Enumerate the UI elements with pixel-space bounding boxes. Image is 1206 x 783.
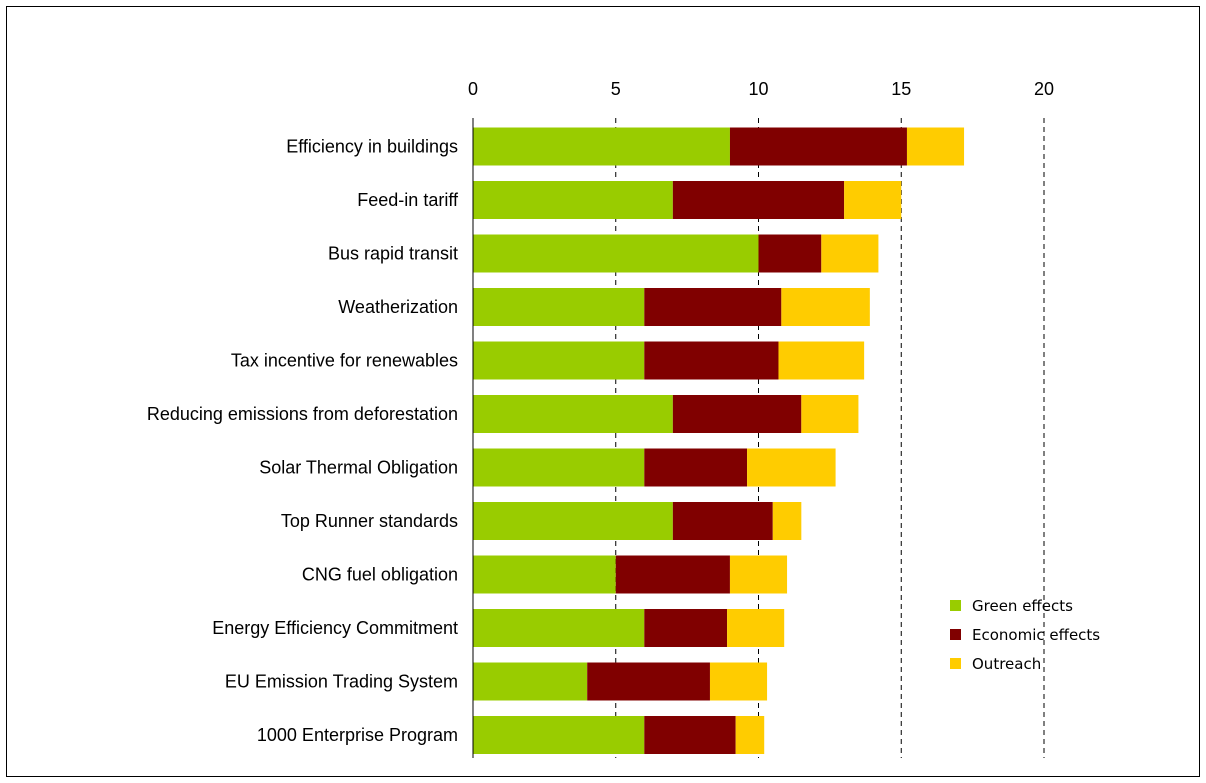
bar-economic-effects	[644, 288, 782, 326]
bar-economic-effects	[672, 181, 845, 219]
x-tick-label-10: 10	[748, 79, 768, 99]
bar-green-effects	[473, 181, 673, 219]
category-label: Reducing emissions from deforestation	[147, 404, 458, 424]
legend-swatch-economic-effects	[950, 629, 961, 640]
category-label: CNG fuel obligation	[302, 565, 458, 585]
bar-green-effects	[473, 127, 730, 166]
bar-outreach	[821, 234, 879, 273]
bar-green-effects	[473, 395, 673, 433]
gridlines	[615, 118, 1045, 758]
bar-outreach	[709, 662, 768, 701]
category-label: 1000 Enterprise Program	[257, 725, 458, 745]
bar-outreach	[772, 502, 802, 540]
category-label: Weatherization	[338, 297, 458, 317]
bar-green-effects	[473, 502, 673, 540]
axis: 0 5 10 15 20	[468, 79, 1054, 758]
bar-outreach	[778, 341, 865, 380]
category-label: Top Runner standards	[281, 511, 458, 531]
bar-green-effects	[473, 448, 645, 487]
category-label: Feed-in tariff	[357, 190, 459, 210]
bar-green-effects	[473, 716, 645, 754]
x-tick-label-15: 15	[891, 79, 911, 99]
legend-swatch-green-effects	[950, 600, 961, 611]
legend-label-economic-effects: Economic effects	[972, 626, 1100, 644]
bar-economic-effects	[644, 716, 736, 754]
bar-economic-effects	[644, 448, 748, 487]
bar-green-effects	[473, 234, 759, 273]
bar-outreach	[727, 609, 785, 647]
bar-green-effects	[473, 288, 645, 326]
bar-outreach	[735, 716, 765, 754]
bar-economic-effects	[672, 395, 802, 433]
x-tick-label-20: 20	[1034, 79, 1054, 99]
bars	[473, 127, 965, 754]
bar-economic-effects	[672, 502, 773, 540]
bar-outreach	[906, 127, 965, 166]
bar-green-effects	[473, 341, 645, 380]
legend-label-green-effects: Green effects	[972, 597, 1073, 615]
category-labels: Efficiency in buildings Feed-in tariff Bus…	[147, 137, 459, 746]
category-label: Tax incentive for renewables	[231, 351, 458, 371]
bar-green-effects	[473, 662, 588, 701]
bar-economic-effects	[587, 662, 710, 701]
bar-economic-effects	[615, 555, 730, 594]
legend: Green effects Economic effects Outreach	[950, 597, 1100, 673]
bar-outreach	[781, 288, 870, 326]
category-label: Energy Efficiency Commitment	[212, 618, 458, 638]
bar-economic-effects	[729, 127, 907, 166]
category-label: Efficiency in buildings	[286, 137, 458, 157]
legend-label-outreach: Outreach	[972, 655, 1041, 673]
bar-outreach	[801, 395, 859, 433]
legend-swatch-outreach	[950, 658, 961, 669]
category-label: EU Emission Trading System	[225, 672, 458, 692]
x-tick-label-0: 0	[468, 79, 478, 99]
bar-outreach	[729, 555, 788, 594]
bar-outreach	[844, 181, 902, 219]
bar-green-effects	[473, 555, 616, 594]
bar-economic-effects	[644, 609, 728, 647]
category-label: Solar Thermal Obligation	[259, 458, 458, 478]
x-tick-label-5: 5	[611, 79, 621, 99]
bar-outreach	[747, 448, 836, 487]
bar-economic-effects	[644, 341, 779, 380]
category-label: Bus rapid transit	[328, 244, 458, 264]
bar-economic-effects	[758, 234, 822, 273]
bar-green-effects	[473, 609, 645, 647]
